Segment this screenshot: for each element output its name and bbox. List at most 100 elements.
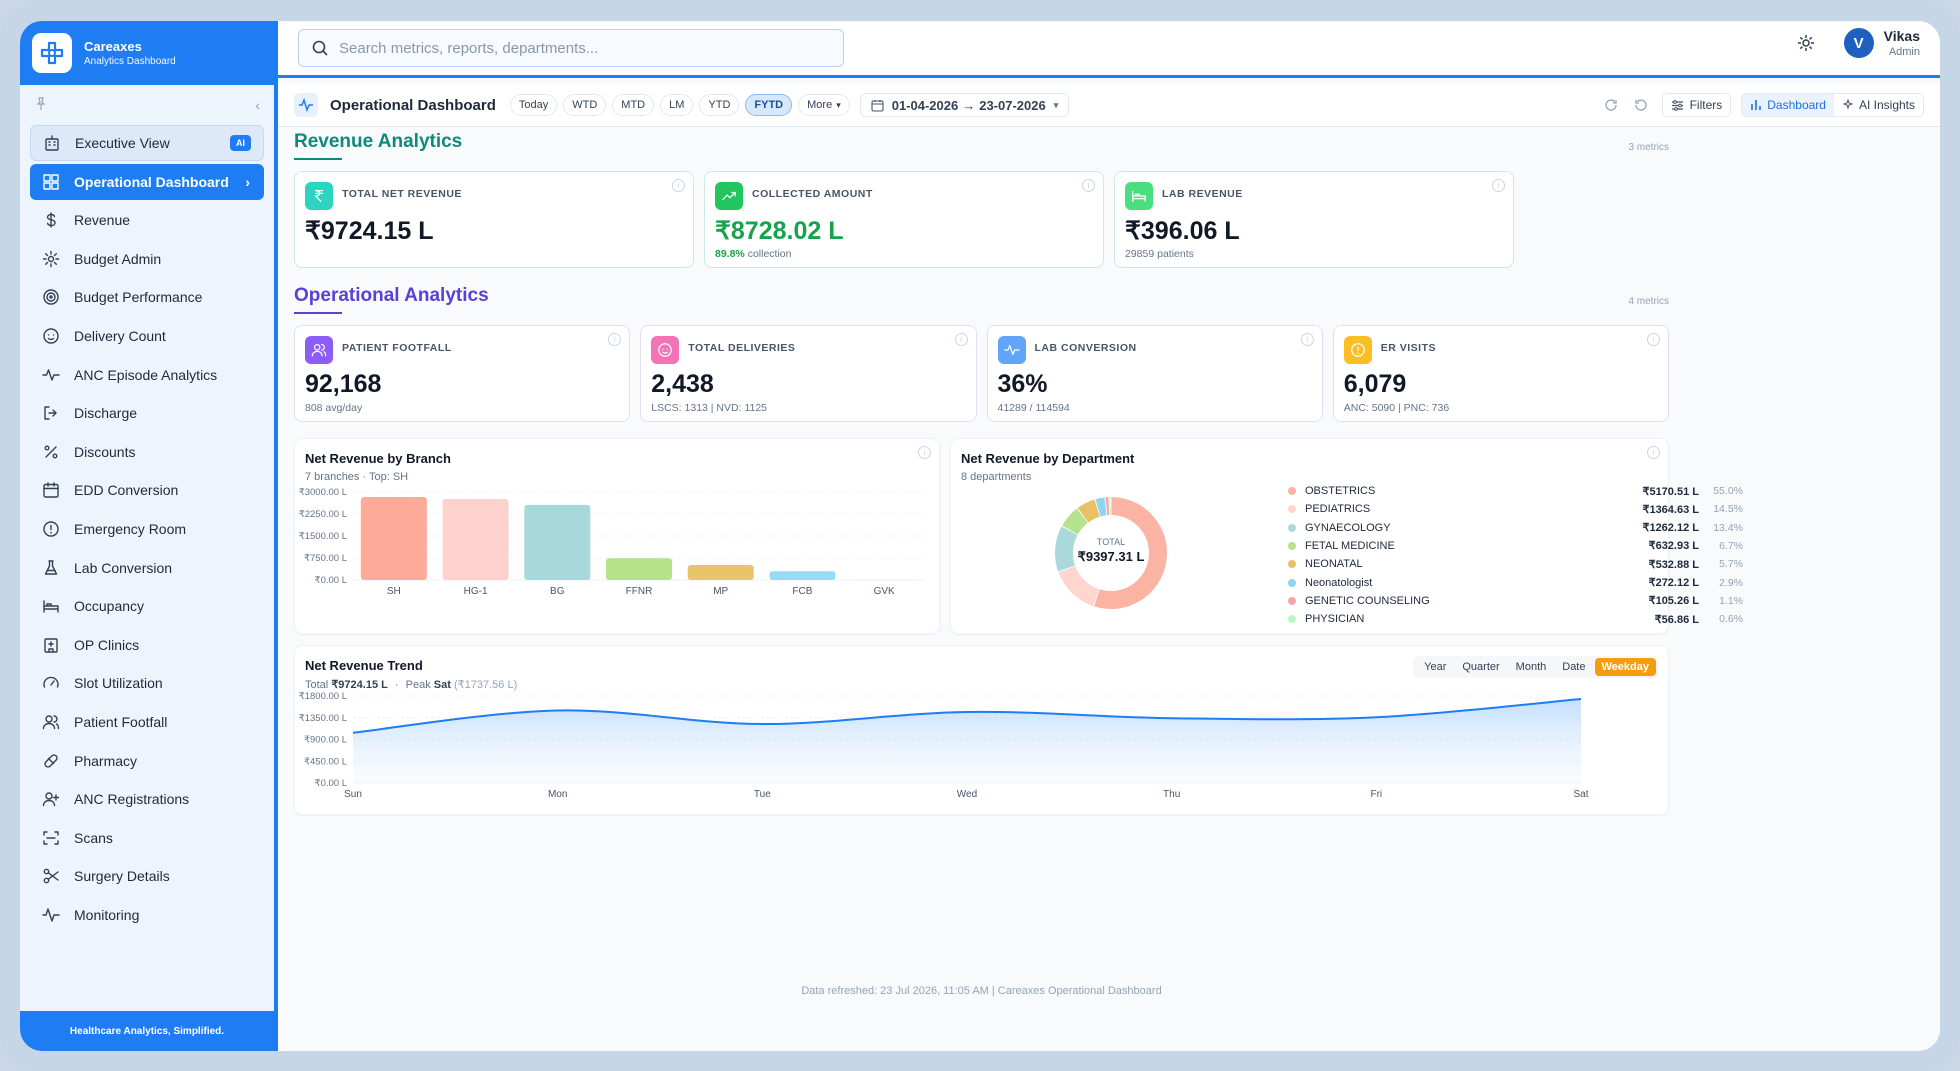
metric-card-lab-conversion[interactable]: LAB CONVERSION 36% 41289 / 114594 i (986, 325, 1323, 422)
bar-bg[interactable] (524, 504, 591, 580)
granularity-weekday[interactable]: Weekday (1594, 658, 1656, 676)
info-icon[interactable]: i (1492, 179, 1505, 192)
legend-percent: 5.7% (1719, 558, 1743, 571)
legend-row[interactable]: FETAL MEDICINE ₹632.93 L 6.7% (1288, 538, 1743, 554)
sidebar-item-anc-registrations[interactable]: ANC Registrations (30, 781, 264, 817)
metric-card-lab-revenue[interactable]: LAB REVENUE ₹396.06 L 29859 patients i (1114, 171, 1514, 268)
metric-card-collected-amount[interactable]: COLLECTED AMOUNT ₹8728.02 L 89.8% collecti… (704, 171, 1104, 268)
sidebar-item-scans[interactable]: Scans (30, 820, 264, 856)
dashboard-content: Revenue Analytics 3 metrics TOTAL NET RE… (294, 131, 1743, 997)
legend-row[interactable]: OBSTETRICS ₹5170.51 L 55.0% (1288, 483, 1743, 499)
sidebar-item-label: ANC Episode Analytics (74, 366, 218, 383)
legend-row[interactable]: PHYSICIAN ₹56.86 L 0.6% (1288, 611, 1743, 627)
metric-icon (1125, 182, 1153, 210)
bar-hg-1[interactable] (442, 499, 509, 580)
metric-value: 36% (997, 370, 1048, 398)
sidebar-item-discounts[interactable]: Discounts (30, 434, 264, 470)
pin-icon[interactable] (34, 96, 48, 114)
period-fytd[interactable]: FYTD (745, 94, 793, 116)
period-ytd[interactable]: YTD (699, 94, 740, 116)
sidebar-item-executive-view[interactable]: Executive View AI (30, 125, 264, 161)
sidebar-item-op-clinics[interactable]: OP Clinics (30, 627, 264, 663)
search-box[interactable] (298, 29, 844, 67)
settings-gear-icon[interactable] (1796, 33, 1816, 53)
sidebar-item-operational-dashboard[interactable]: Operational Dashboard › (30, 163, 264, 200)
legend-row[interactable]: PEDIATRICS ₹1364.63 L 14.5% (1288, 501, 1743, 517)
granularity-month[interactable]: Month (1515, 661, 1547, 673)
metric-card-total-net-revenue[interactable]: TOTAL NET REVENUE ₹9724.15 L i (294, 171, 694, 268)
donut-slice-fetal-medicine[interactable] (1062, 508, 1088, 535)
granularity-year[interactable]: Year (1424, 661, 1447, 673)
sidebar-item-anc-episode-analytics[interactable]: ANC Episode Analytics (30, 357, 264, 393)
legend-row[interactable]: Neonatologist ₹272.12 L 2.9% (1288, 575, 1743, 591)
sidebar-item-delivery-count[interactable]: Delivery Count (30, 318, 264, 354)
refresh-icon[interactable] (1600, 94, 1622, 116)
donut-slice-neonatologist[interactable] (1095, 497, 1107, 517)
donut-slice-gynaecology[interactable] (1055, 526, 1078, 572)
sidebar-item-occupancy[interactable]: Occupancy (30, 588, 264, 624)
more-periods-dropdown[interactable]: More ▾ (798, 94, 850, 116)
sidebar-item-discharge[interactable]: Discharge (30, 395, 264, 431)
bar-sh[interactable] (360, 496, 427, 580)
sidebar-item-patient-footfall[interactable]: Patient Footfall (30, 704, 264, 740)
info-icon[interactable]: i (1082, 179, 1095, 192)
trend-line[interactable] (352, 698, 1582, 734)
info-icon[interactable]: i (918, 446, 931, 459)
sidebar-item-emergency-room[interactable]: Emergency Room (30, 511, 264, 547)
sidebar-item-label: Surgery Details (74, 868, 170, 885)
sidebar-item-surgery-details[interactable]: Surgery Details (30, 858, 264, 894)
granularity-date[interactable]: Date (1562, 661, 1586, 673)
info-icon[interactable]: i (608, 333, 622, 346)
collapse-sidebar-icon[interactable]: ‹ (255, 97, 260, 113)
legend-dot (1288, 505, 1296, 514)
dashboard-view-button[interactable]: Dashboard (1742, 94, 1834, 116)
sidebar-item-slot-utilization[interactable]: Slot Utilization (30, 665, 264, 701)
legend-row[interactable]: GYNAECOLOGY ₹1262.12 L 13.4% (1288, 520, 1743, 536)
legend-value: ₹1364.63 L (1642, 503, 1699, 516)
metric-icon (997, 336, 1026, 364)
period-today[interactable]: Today (509, 94, 558, 116)
metric-card-patient-footfall[interactable]: PATIENT FOOTFALL 92,168 808 avg/day i (294, 325, 631, 422)
legend-row[interactable]: GENETIC COUNSELING ₹105.26 L 1.1% (1288, 593, 1743, 609)
donut-slice-physician[interactable] (1109, 497, 1111, 516)
period-lm[interactable]: LM (660, 94, 694, 116)
y-tick-label: ₹1350.00 L (299, 713, 347, 724)
metric-card-er-visits[interactable]: ER VISITS 6,079 ANC: 5090 | PNC: 736 i (1332, 325, 1669, 422)
donut-slice-obstetrics[interactable] (1094, 497, 1167, 609)
metric-card-total-deliveries[interactable]: TOTAL DELIVERIES 2,438 LSCS: 1313 | NVD: 1… (640, 325, 977, 422)
info-icon[interactable]: i (954, 333, 968, 346)
legend-percent: 1.1% (1719, 594, 1743, 607)
search-input[interactable] (339, 39, 819, 57)
period-wtd[interactable]: WTD (563, 94, 607, 116)
metric-value: 92,168 (305, 370, 382, 398)
sidebar-item-revenue[interactable]: Revenue (30, 202, 264, 238)
brand-header[interactable]: Careaxes Analytics Dashboard (20, 21, 274, 85)
legend-row[interactable]: NEONATAL ₹532.88 L 5.7% (1288, 556, 1743, 572)
sidebar-item-budget-admin[interactable]: Budget Admin (30, 241, 264, 277)
operational-section-title: Operational Analytics (294, 285, 489, 306)
granularity-quarter[interactable]: Quarter (1462, 661, 1500, 673)
info-icon[interactable]: i (1647, 333, 1660, 346)
bar-mp[interactable] (687, 565, 754, 580)
bar-ffnr[interactable] (606, 558, 672, 580)
legend-label: NEONATAL (1305, 558, 1363, 571)
donut-slice-pediatrics[interactable] (1058, 566, 1099, 607)
info-icon[interactable]: i (1300, 333, 1314, 346)
filters-button[interactable]: Filters (1661, 93, 1732, 117)
bar-fcb[interactable] (769, 571, 836, 580)
date-range-picker[interactable]: 01-04-2026 → 23-07-2026 ▾ (859, 93, 1070, 117)
metric-value: ₹396.06 L (1125, 217, 1240, 245)
sidebar-item-monitoring[interactable]: Monitoring (30, 897, 264, 933)
sidebar-item-budget-performance[interactable]: Budget Performance (30, 279, 264, 315)
info-icon[interactable]: i (672, 179, 685, 192)
user-avatar[interactable]: V (1843, 28, 1874, 58)
reset-icon[interactable] (1630, 94, 1652, 116)
donut-slice-genetic-counseling[interactable] (1105, 497, 1110, 516)
sidebar-item-edd-conversion[interactable]: EDD Conversion (30, 472, 264, 508)
info-icon[interactable]: i (1647, 446, 1660, 459)
sidebar-item-lab-conversion[interactable]: Lab Conversion (30, 550, 264, 586)
ai-insights-button[interactable]: AI Insights (1834, 94, 1923, 116)
period-mtd[interactable]: MTD (612, 94, 655, 116)
sidebar-item-pharmacy[interactable]: Pharmacy (30, 743, 264, 779)
donut-slice-neonatal[interactable] (1077, 499, 1100, 523)
